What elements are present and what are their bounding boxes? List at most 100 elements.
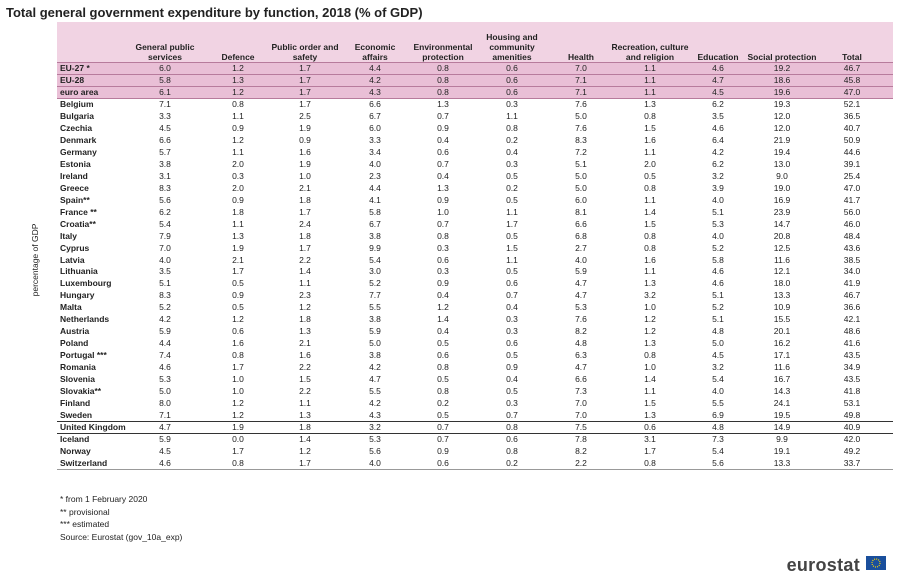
cell-value: 1.8 [232,206,244,217]
cell-value: 0.8 [437,362,449,373]
cell-value: 4.2 [369,74,381,85]
cell-value: 7.7 [369,290,381,301]
cell-value: 1.0 [232,386,244,397]
cell-value: 4.4 [369,63,381,73]
cell-value: 1.1 [299,398,311,409]
cell-value: 5.4 [369,254,381,265]
cell-value: 1.3 [437,98,449,109]
cell-value: 1.7 [232,446,244,457]
cell-value: 0.5 [506,266,518,277]
cell-value: 19.2 [773,63,791,73]
cell-value: 1.7 [299,458,311,468]
cell-value: 19.1 [773,446,791,457]
y-label: percentage of GDP [30,223,40,297]
cell-value: 7.9 [159,230,171,241]
cell-value: 0.5 [232,278,244,289]
cell-value: 4.6 [159,458,171,468]
cell-value: 0.5 [232,302,244,313]
cell-value: 7.3 [712,434,724,445]
cell-value: 1.2 [437,302,449,313]
cell-value: 1.6 [299,350,311,361]
cell-value: 0.8 [232,98,244,109]
cell-value: 13.3 [773,458,791,468]
cell-value: 4.6 [159,362,171,373]
cell-value: 2.3 [299,290,311,301]
cell-value: 1.9 [299,122,311,133]
eu-flag [866,556,886,570]
cell-value: 1.6 [232,338,244,349]
cell-value: 1.2 [644,314,656,325]
row-label: Italy [60,230,78,241]
row-label: Belgium [60,98,94,109]
cell-value: 12.0 [773,110,791,121]
row-label: Romania [60,362,96,373]
cell-value: 41.7 [843,194,861,205]
cell-value: 16.9 [773,194,791,205]
cell-value: 0.4 [506,146,518,157]
cell-value: 1.1 [644,63,656,73]
cell-value: 1.3 [232,230,244,241]
cell-value: 1.3 [644,98,656,109]
cell-value: 1.4 [644,374,656,385]
cell-value: 0.8 [644,458,656,468]
cell-value: 0.9 [232,122,244,133]
highlight-row [57,62,893,74]
column-header: Defence [221,52,255,62]
cell-value: 1.1 [506,254,518,265]
cell-value: 4.0 [369,458,381,468]
cell-value: 0.9 [232,194,244,205]
cell-value: 5.1 [712,314,724,325]
cell-value: 0.8 [644,242,656,253]
cell-value: 46.7 [843,63,861,73]
cell-value: 5.2 [159,302,171,313]
cell-value: 5.0 [575,110,587,121]
row-label: euro area [60,86,99,97]
cell-value: 38.5 [843,254,861,265]
row-label: Greece [60,182,89,193]
cell-value: 14.9 [773,422,791,433]
cell-value: 19.4 [773,146,791,157]
column-header: General public services [135,42,195,62]
cell-value: 0.8 [232,458,244,468]
cell-value: 1.5 [644,122,656,133]
cell-value: 5.3 [369,434,381,445]
cell-value: 1.5 [644,398,656,409]
cell-value: 1.8 [299,314,311,325]
column-header: Public order and safety [271,42,339,62]
cell-value: 5.4 [712,446,724,457]
cell-value: 0.7 [437,110,449,121]
cell-value: 33.7 [843,458,861,468]
cell-value: 39.1 [843,158,861,169]
cell-value: 7.0 [159,242,171,253]
cell-value: 0.5 [437,374,449,385]
cell-value: 10.9 [773,302,791,313]
cell-value: 5.2 [369,278,381,289]
cell-value: 6.1 [159,86,171,97]
cell-value: 21.9 [773,134,791,145]
row-label: Spain** [60,194,90,205]
cell-value: 1.6 [299,146,311,157]
row-label: Austria [60,326,90,337]
cell-value: 0.3 [232,170,244,181]
cell-value: 50.9 [843,134,861,145]
column-header: Recreation, culture and religion [611,42,689,62]
cell-value: 4.8 [712,422,724,433]
cell-value: 36.5 [843,110,861,121]
cell-value: 3.8 [369,314,381,325]
cell-value: 5.9 [159,326,171,337]
cell-value: 1.1 [644,386,656,397]
cell-value: 17.1 [773,350,791,361]
column-header: Education [697,52,739,62]
cell-value: 46.7 [843,290,861,301]
cell-value: 0.8 [437,74,449,85]
footnote: *** estimated [60,519,110,529]
cell-value: 5.9 [159,434,171,445]
cell-value: 1.2 [644,326,656,337]
cell-value: 6.0 [575,194,587,205]
cell-value: 1.5 [299,374,311,385]
cell-value: 4.7 [159,422,171,433]
cell-value: 7.1 [159,98,171,109]
cell-value: 1.8 [299,422,311,433]
cell-value: 47.0 [843,86,861,97]
